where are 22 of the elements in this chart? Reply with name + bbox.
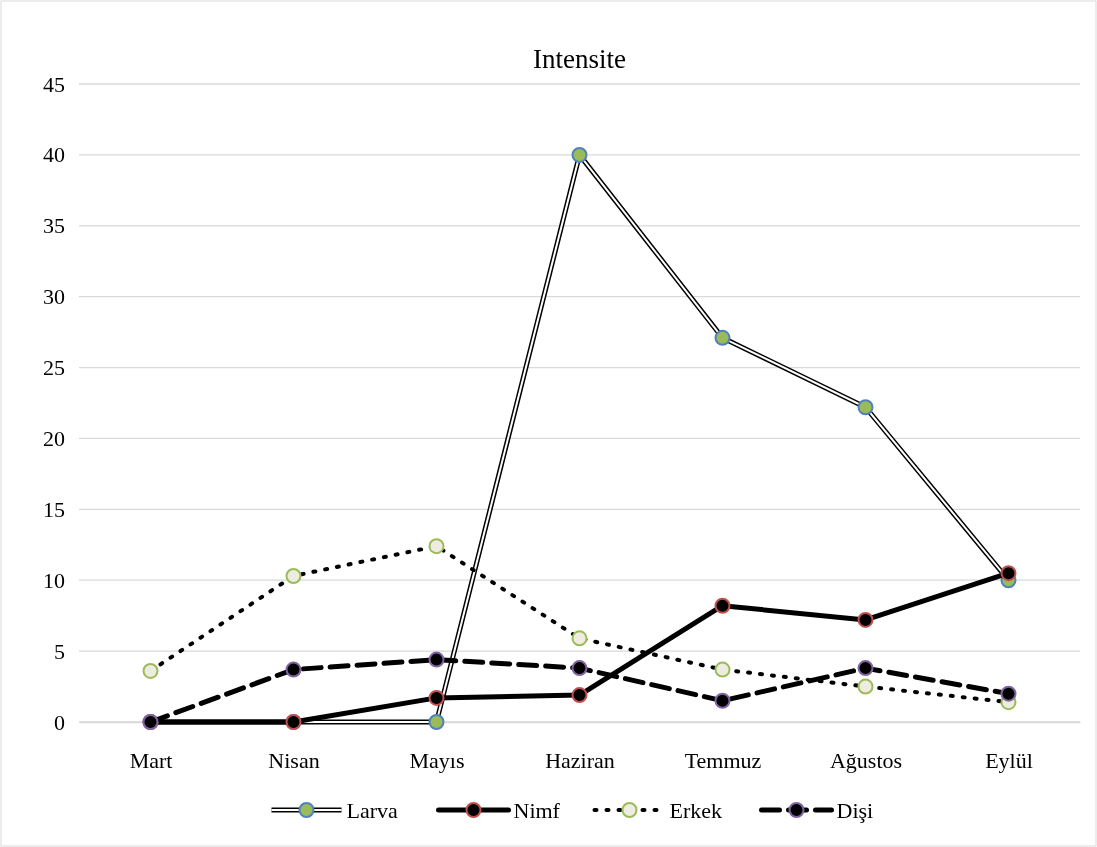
y-tick-label: 35 [43, 213, 65, 239]
x-tick-label: Eylül [985, 747, 1033, 773]
x-tick-label: Ağustos [829, 747, 903, 773]
x-tick-label: Mayıs [409, 747, 465, 773]
legend-label: Nimf [513, 798, 561, 823]
y-tick-label: 40 [43, 142, 65, 168]
legend-label: Erkek [669, 798, 723, 823]
x-tick-label: Mart [129, 747, 173, 773]
y-tick-label: 20 [43, 425, 65, 451]
y-tick-label: 25 [43, 355, 65, 381]
x-tick-label: Temmuz [684, 747, 762, 773]
x-tick-label: Haziran [545, 747, 615, 773]
y-tick-label: 15 [43, 496, 65, 522]
y-tick-label: 5 [54, 638, 65, 664]
y-tick-label: 30 [43, 284, 65, 310]
x-tick-label: Nisan [268, 747, 320, 773]
legend-label: Dişi [836, 798, 874, 823]
y-tick-label: 45 [43, 71, 65, 97]
y-tick-label: 10 [43, 567, 65, 593]
chart-title: Intensite [533, 44, 626, 74]
y-tick-label: 0 [54, 709, 65, 735]
legend-label: Larva [346, 798, 399, 823]
